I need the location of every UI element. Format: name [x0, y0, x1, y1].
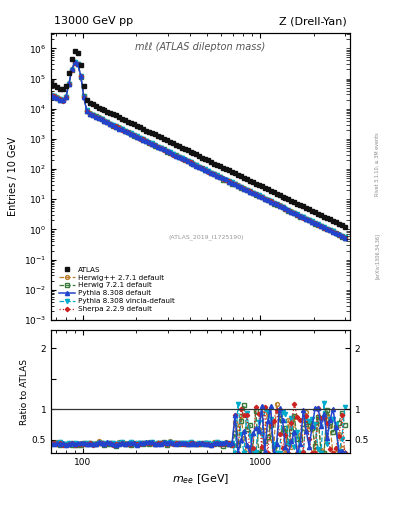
- Text: (ATLAS_2019_I1725190): (ATLAS_2019_I1725190): [169, 234, 244, 240]
- Y-axis label: Entries / 10 GeV: Entries / 10 GeV: [8, 137, 18, 216]
- Text: 13000 GeV pp: 13000 GeV pp: [54, 16, 133, 26]
- Y-axis label: Ratio to ATLAS: Ratio to ATLAS: [20, 359, 29, 424]
- Text: Rivet 3.1.10, ≥ 3M events: Rivet 3.1.10, ≥ 3M events: [375, 132, 380, 196]
- X-axis label: $m_{ee}\ [\mathrm{GeV}]$: $m_{ee}\ [\mathrm{GeV}]$: [172, 473, 229, 486]
- Text: mℓℓ (ATLAS dilepton mass): mℓℓ (ATLAS dilepton mass): [135, 42, 266, 52]
- Legend: ATLAS, Herwig++ 2.7.1 default, Herwig 7.2.1 default, Pythia 8.308 default, Pythi: ATLAS, Herwig++ 2.7.1 default, Herwig 7.…: [58, 265, 176, 313]
- Text: [arXiv:1306.34,36]: [arXiv:1306.34,36]: [375, 233, 380, 279]
- Text: Z (Drell-Yan): Z (Drell-Yan): [279, 16, 347, 26]
